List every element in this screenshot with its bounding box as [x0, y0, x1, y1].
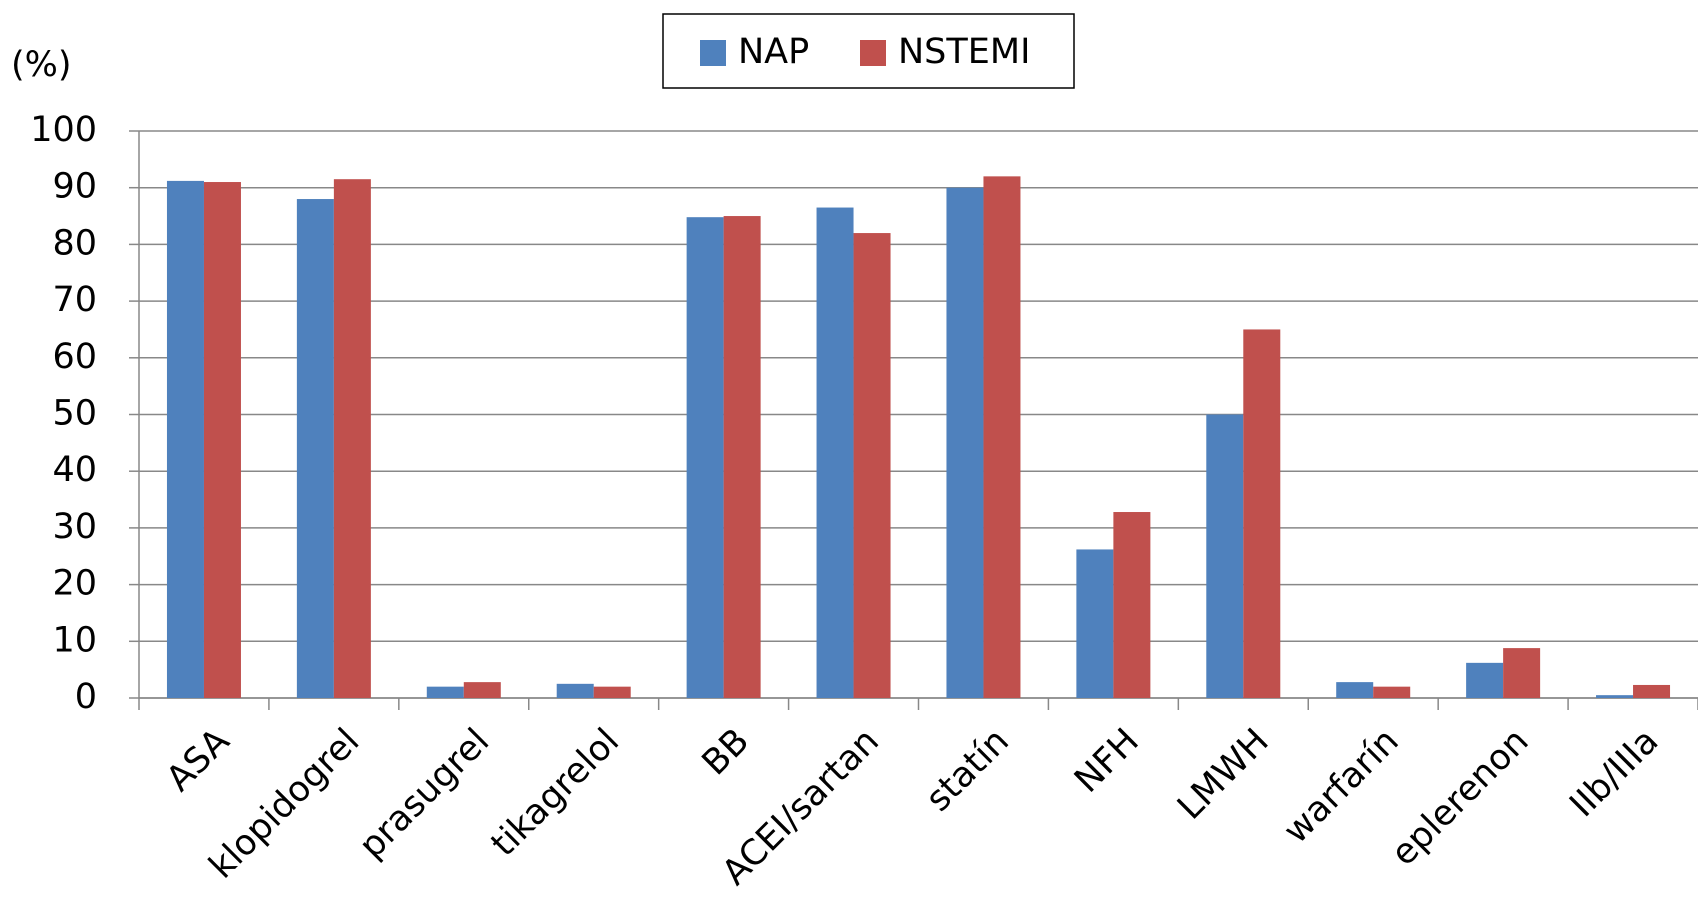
- y-tick-label: 60: [52, 337, 97, 377]
- x-tick-label: eplerenon: [1384, 721, 1537, 874]
- bar: [333, 179, 371, 698]
- y-tick-label: 90: [52, 167, 97, 207]
- legend-label: NSTEMI: [898, 32, 1030, 72]
- x-tick-label: warfarín: [1276, 721, 1406, 851]
- y-tick-label: 30: [52, 507, 97, 547]
- bar: [556, 683, 594, 698]
- bar: [463, 682, 501, 698]
- y-axis-label: (%): [11, 45, 72, 85]
- y-tick-label: 0: [75, 677, 97, 717]
- y-tick-label: 10: [52, 620, 97, 660]
- bar: [1596, 695, 1634, 698]
- x-tick-label: prasugrel: [352, 721, 497, 866]
- x-tick-label: ASA: [159, 721, 237, 799]
- bar: [593, 686, 631, 698]
- bar: [1206, 414, 1244, 698]
- x-tick-label: tikagrelol: [484, 721, 627, 864]
- x-tick-label: NFH: [1067, 721, 1147, 801]
- bar: [1503, 648, 1541, 698]
- bar: [1373, 686, 1411, 698]
- legend-swatch: [700, 40, 726, 66]
- x-tick-label: BB: [695, 721, 757, 783]
- y-tick-label: 70: [52, 280, 97, 320]
- bar: [1243, 329, 1281, 698]
- bar: [166, 180, 204, 698]
- x-tick-label: LMWH: [1170, 721, 1277, 828]
- x-tick-label: IIb/IIIa: [1562, 721, 1666, 825]
- bar: [426, 686, 464, 698]
- bar: [1336, 682, 1374, 698]
- bar: [723, 216, 761, 699]
- bar: [1113, 512, 1151, 698]
- y-tick-label: 40: [52, 450, 97, 490]
- y-tick-label: 100: [30, 110, 97, 150]
- bar: [983, 176, 1021, 699]
- bar: [1076, 549, 1114, 698]
- bar: [203, 182, 241, 698]
- bar: [1633, 684, 1671, 698]
- legend-label: NAP: [738, 32, 809, 72]
- y-tick-label: 80: [52, 223, 97, 263]
- bar: [1466, 662, 1504, 698]
- bar: [816, 207, 854, 699]
- bar: [686, 217, 724, 698]
- bar: [296, 199, 334, 699]
- y-tick-label: 50: [52, 394, 97, 434]
- x-tick-label: statín: [919, 721, 1017, 819]
- legend-swatch: [860, 40, 886, 66]
- bar: [946, 187, 984, 698]
- y-tick-label: 20: [52, 564, 97, 604]
- bar: [853, 233, 891, 698]
